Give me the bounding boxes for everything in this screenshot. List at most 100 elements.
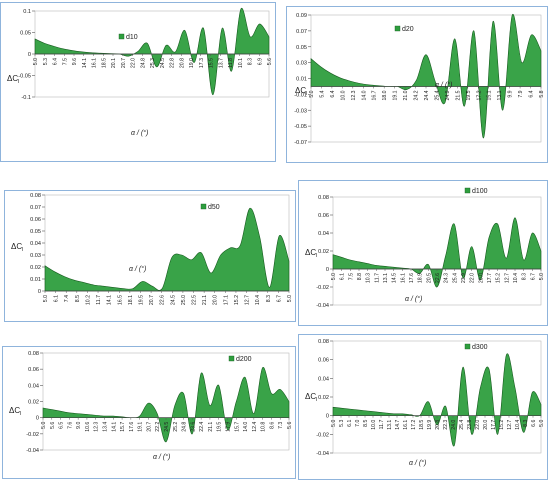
x-tick-label: 8.5 (75, 295, 81, 302)
chart-panel-d100: -0.04 -0.02 0 0.02 0.04 0.06 0.08 5.0 6.1 7.5 8.8 1… (298, 180, 548, 326)
x-tick-label: 12.3 (351, 90, 357, 100)
x-axis-label: α / (°) (405, 295, 422, 303)
y-tick-label: 0.08 (318, 195, 329, 201)
legend-label: d100 (472, 188, 488, 195)
y-tick-label: -0.04 (26, 448, 39, 454)
y-tick-label: 0.02 (30, 265, 41, 271)
x-tick-label: 18.5 (101, 58, 107, 68)
y-tick-label: -0.03 (294, 108, 307, 114)
x-tick-label: 15.1 (487, 90, 493, 100)
x-tick-label: 13.7 (218, 58, 224, 68)
x-tick-label: 17.2 (476, 90, 482, 100)
x-tick-label: 6.1 (54, 295, 60, 302)
y-tick-label: 0.06 (318, 358, 329, 364)
x-tick-label: 14.1 (107, 295, 113, 305)
x-tick-label: 10.0 (371, 420, 377, 430)
x-tick-label: 10.4 (515, 420, 521, 430)
chart-panel-d20: -0.07 -0.05 -0.03 -0.01 0.01 0.03 0.05 0.07 0.09… (286, 6, 548, 163)
x-tick-label: 12.7 (507, 420, 513, 430)
legend-swatch (118, 33, 125, 40)
x-tick-label: 24.3 (444, 273, 450, 283)
y-tick-label: 0.08 (28, 351, 39, 357)
x-tick-label: 5.4 (319, 90, 325, 97)
x-tick-label: 14.7 (395, 420, 401, 430)
y-tick-label: 0.01 (296, 77, 307, 83)
legend-swatch (200, 203, 207, 210)
x-tick-label: 6.7 (276, 295, 282, 302)
x-tick-label: 6.9 (257, 58, 263, 65)
x-tick-label: 24.4 (424, 90, 430, 100)
x-axis-label: α / (°) (131, 129, 148, 137)
x-tick-label: 24.0 (451, 420, 457, 430)
y-axis-label: ΔCl (295, 86, 307, 97)
y-tick-label: -0.1 (21, 95, 31, 101)
x-axis-label: α / (°) (409, 459, 426, 467)
y-tick-label: 0.06 (318, 213, 329, 219)
y-tick-label: 0.05 (20, 31, 31, 37)
y-tick-label: 0.05 (296, 45, 307, 51)
y-tick-label: 0 (36, 416, 39, 422)
x-tick-label: 23.8 (467, 420, 473, 430)
x-tick-label: 24.8 (140, 58, 146, 68)
x-tick-label: 7.5 (348, 273, 354, 280)
x-tick-label: 11.8 (228, 58, 234, 68)
x-tick-label: 8.3 (266, 295, 272, 302)
x-tick-label: 25.4 (452, 273, 458, 283)
x-tick-label: 23.6 (190, 422, 196, 432)
x-tick-label: 25.2 (173, 422, 179, 432)
y-tick-label: 0.02 (28, 400, 39, 406)
x-tick-label: 22.5 (192, 295, 198, 305)
y-tick-label: 0.07 (30, 205, 41, 211)
x-tick-label: 5.0 (309, 90, 315, 97)
x-tick-label: 7.0 (355, 420, 361, 427)
x-tick-label: 14.0 (243, 422, 249, 432)
y-axis-label-subscript: l (18, 79, 19, 85)
x-tick-label: 20.0 (478, 273, 484, 283)
y-tick-label: 0.04 (30, 241, 41, 247)
x-tick-label: 9.9 (508, 90, 514, 97)
y-tick-label: 0.01 (30, 277, 41, 283)
x-tick-label: 20.0 (483, 420, 489, 430)
x-tick-label: 5.3 (339, 420, 345, 427)
x-tick-label: 8.3 (523, 420, 529, 427)
x-tick-label: 24.5 (160, 58, 166, 68)
y-tick-label: 0.02 (318, 249, 329, 255)
x-tick-label: 5.0 (41, 422, 47, 429)
x-tick-label: 22.8 (170, 58, 176, 68)
x-tick-label: 20.8 (435, 420, 441, 430)
y-axis-label: ΔCl (11, 242, 23, 253)
x-tick-label: 22.3 (443, 420, 449, 430)
x-tick-label: 11.7 (96, 295, 102, 305)
x-tick-label: 24.9 (445, 90, 451, 100)
x-tick-label: 22.0 (475, 420, 481, 430)
chart-panel-d300: -0.04 -0.02 0 0.02 0.04 0.06 0.08 5.0 5.3 6.1 7.0 8… (298, 334, 548, 480)
y-tick-label: 0.08 (318, 339, 329, 345)
x-tick-label: 16.1 (400, 273, 406, 283)
x-tick-label: 21.0 (403, 90, 409, 100)
x-tick-label: 12.4 (252, 422, 258, 432)
x-tick-label: 24.2 (414, 90, 420, 100)
x-tick-label: 15.2 (499, 420, 505, 430)
x-tick-label: 20.5 (426, 273, 432, 283)
x-tick-label: 5.6 (50, 422, 56, 429)
x-tick-label: 22.0 (131, 58, 137, 68)
x-tick-label: 25.4 (459, 420, 465, 430)
y-tick-label: 0.07 (296, 29, 307, 35)
x-tick-label: 5.0 (539, 420, 545, 427)
x-tick-label: 17.2 (411, 420, 417, 430)
area-series-d10 (34, 8, 270, 96)
x-tick-label: 8.5 (363, 420, 369, 427)
x-tick-label: 17.6 (409, 273, 415, 283)
y-tick-label: 0.03 (296, 61, 307, 67)
x-tick-label: 19.1 (393, 90, 399, 100)
x-tick-label: 22.0 (470, 273, 476, 283)
x-tick-label: 10.8 (261, 422, 267, 432)
x-tick-label: 8.3 (522, 273, 528, 280)
area-series-d50 (44, 207, 290, 292)
x-tick-label: 5.0 (331, 420, 337, 427)
x-tick-label: 6.1 (340, 273, 346, 280)
x-tick-label: 21.5 (455, 90, 461, 100)
y-axis-label-subscript: l (316, 397, 317, 403)
